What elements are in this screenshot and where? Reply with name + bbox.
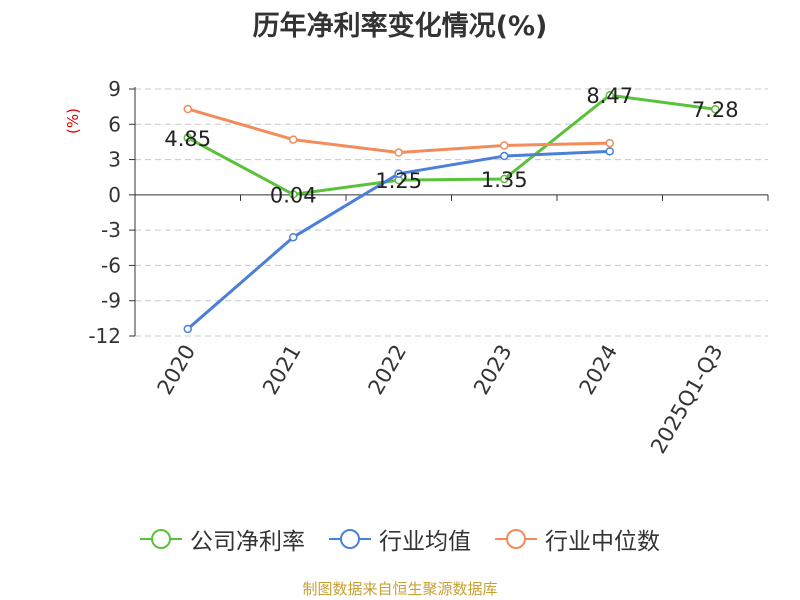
data-label: 1.35 [481, 168, 528, 192]
legend-label: 行业均值 [379, 529, 471, 555]
y-tick-label: -9 [101, 289, 121, 313]
data-point [605, 147, 614, 156]
legend-marker [151, 529, 171, 549]
legend-marker [506, 529, 526, 549]
data-label: 8.47 [586, 84, 633, 108]
y-tick-label: 3 [108, 148, 121, 172]
data-label: 7.28 [692, 98, 739, 122]
legend-swatch [329, 529, 371, 549]
data-label: 0.04 [270, 183, 317, 207]
data-point [605, 138, 614, 148]
x-tick-label: 2022 [364, 341, 412, 399]
data-point [500, 141, 509, 150]
data-point [500, 151, 509, 161]
data-point [289, 190, 298, 199]
data-point [289, 232, 298, 242]
legend-marker [340, 529, 360, 549]
x-tick-label: 2025Q1-Q3 [646, 341, 728, 458]
series-line [187, 93, 716, 196]
legend-item[interactable]: 公司净利率 [140, 522, 305, 556]
data-label: 4.85 [164, 127, 211, 151]
legend: 公司净利率 行业均值 行业中位数 [0, 522, 800, 556]
data-point [183, 133, 192, 143]
legend-label: 公司净利率 [190, 529, 305, 555]
y-tick-label: 6 [108, 112, 121, 136]
y-tick-label: -12 [88, 324, 121, 348]
data-point [183, 324, 192, 334]
x-tick-label: 2021 [258, 341, 306, 399]
x-tick-label: 2023 [469, 341, 517, 399]
y-tick-label: 9 [108, 77, 121, 101]
legend-swatch [140, 529, 182, 549]
y-tick-label: -6 [101, 253, 121, 277]
legend-label: 行业中位数 [545, 529, 660, 555]
y-tick-label: -3 [101, 218, 121, 242]
data-label: 1.25 [375, 169, 422, 193]
x-tick-label: 2020 [153, 341, 201, 399]
series-line [187, 107, 610, 155]
y-tick-label: 0 [108, 183, 121, 207]
data-point [289, 135, 298, 144]
data-point [394, 169, 403, 178]
x-tick-label: 2024 [575, 341, 623, 399]
chart-title: 历年净利率变化情况(%) [252, 11, 548, 42]
legend-item[interactable]: 行业中位数 [495, 522, 660, 556]
source-note: 制图数据来自恒生聚源数据库 [302, 580, 498, 598]
legend-item[interactable]: 行业均值 [329, 522, 471, 556]
data-point [500, 174, 509, 184]
data-point [394, 148, 403, 157]
legend-swatch [495, 529, 537, 549]
data-point [183, 104, 192, 114]
data-point [605, 90, 614, 100]
data-point [711, 104, 720, 114]
